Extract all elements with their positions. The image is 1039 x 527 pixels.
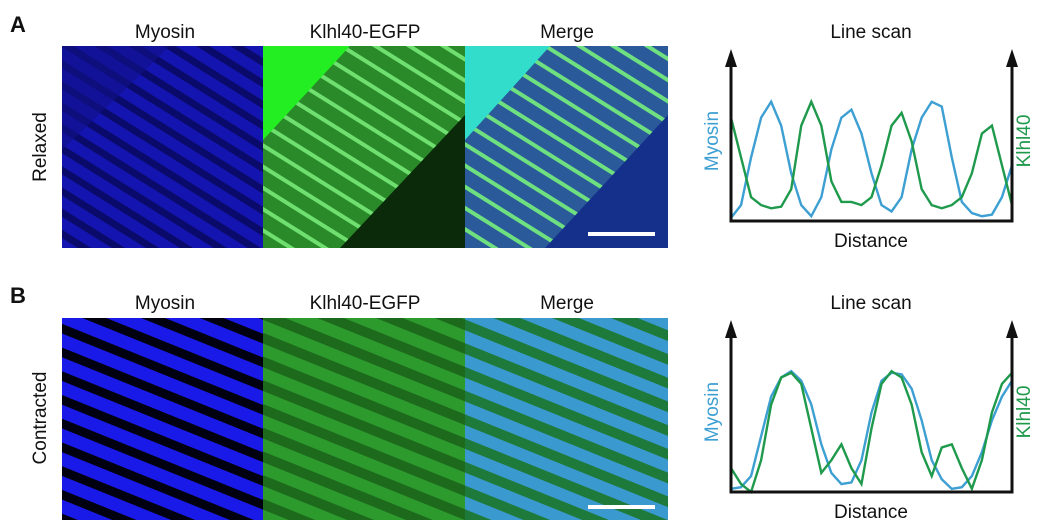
scale-bar	[588, 232, 655, 236]
left-axis-label: Myosin	[702, 111, 723, 171]
column-header: Myosin	[135, 293, 195, 314]
line-scan-trace	[731, 102, 1012, 218]
scale-bar	[588, 505, 655, 509]
condition-label: Contracted	[30, 372, 51, 465]
panel-label: B	[10, 283, 26, 308]
line-scan-title: Line scan	[830, 22, 911, 43]
column-header: Klhl40-EGFP	[310, 22, 421, 43]
left-axis-label: Myosin	[702, 382, 723, 442]
column-header: Klhl40-EGFP	[310, 293, 421, 314]
column-header: Merge	[540, 22, 594, 43]
column-header: Myosin	[135, 22, 195, 43]
panel-label: A	[10, 12, 26, 37]
figure: A Myosin Klhl40-EGFP Merge Relaxed Line scan D…	[0, 0, 1039, 522]
axis-arrow	[725, 49, 737, 67]
myosin-image	[62, 318, 263, 520]
axis-arrow	[1006, 49, 1018, 67]
images-a	[62, 46, 668, 248]
axis-arrow	[725, 320, 737, 338]
right-axis-label: Klhl40	[1014, 115, 1035, 168]
condition-label: Relaxed	[30, 112, 51, 182]
line-scan-title: Line scan	[830, 293, 911, 314]
x-axis-label: Distance	[834, 231, 908, 252]
merge-image	[465, 318, 668, 520]
line-scan-trace	[731, 371, 1012, 492]
column-header: Merge	[540, 293, 594, 314]
klhl40-image	[263, 318, 465, 520]
axis-arrow	[1006, 320, 1018, 338]
x-axis-label: Distance	[834, 502, 908, 522]
images-b	[62, 318, 668, 520]
right-axis-label: Klhl40	[1014, 386, 1035, 439]
line-scan-trace	[731, 102, 1012, 209]
